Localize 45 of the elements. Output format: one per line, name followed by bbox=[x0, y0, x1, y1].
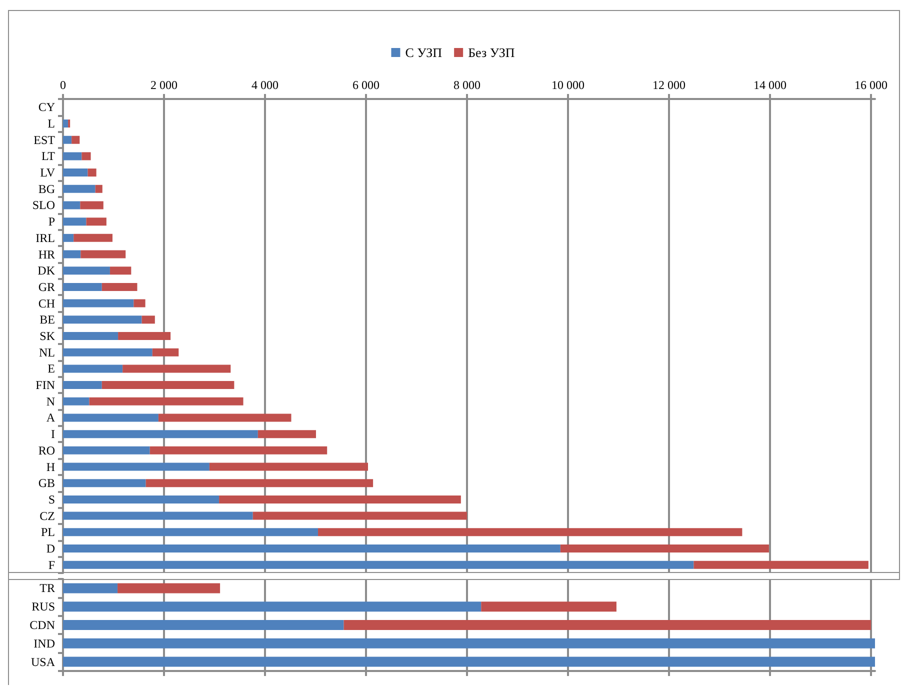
x-tick-label: 6 000 bbox=[352, 78, 380, 92]
y-tick-label: NL bbox=[39, 345, 55, 360]
y-tick-label: IRL bbox=[36, 230, 55, 245]
y-tick-label: IND bbox=[34, 636, 56, 650]
y-tick-label: LT bbox=[41, 149, 56, 164]
y-tick-label: N bbox=[46, 394, 56, 408]
y-tick-label: BE bbox=[40, 312, 55, 327]
y-tick-label: D bbox=[46, 541, 56, 556]
x-tick-label: 12 000 bbox=[652, 78, 686, 92]
x-tick-label: 10 000 bbox=[551, 78, 584, 92]
y-tick-label: CH bbox=[38, 296, 56, 310]
x-tick-label: 2 000 bbox=[150, 78, 178, 92]
y-tick-label: S bbox=[48, 492, 55, 506]
x-tick-label: 8 000 bbox=[453, 78, 480, 92]
y-tick-label: F bbox=[48, 558, 56, 572]
y-tick-label: RO bbox=[38, 443, 56, 458]
x-tick-label: 14 000 bbox=[753, 78, 786, 92]
y-tick-label: CDN bbox=[30, 618, 56, 632]
y-tick-label: GR bbox=[38, 280, 55, 294]
y-tick-label: TR bbox=[40, 581, 55, 596]
y-tick-label: DK bbox=[38, 264, 56, 278]
y-tick-label: SLO bbox=[32, 198, 56, 212]
y-tick-label: RUS bbox=[32, 600, 55, 614]
y-tick-label: HR bbox=[38, 247, 55, 262]
y-tick-label: L bbox=[48, 116, 55, 131]
y-tick-label: LV bbox=[40, 166, 56, 180]
y-tick-label: EST bbox=[34, 132, 56, 147]
x-tick-label: 0 bbox=[60, 78, 66, 92]
y-tick-label: CZ bbox=[40, 508, 55, 523]
y-tick-label: A bbox=[46, 410, 56, 425]
x-tick-label: 4 000 bbox=[251, 78, 278, 92]
y-tick-label: BG bbox=[38, 182, 56, 196]
x-tick-label: 16 000 bbox=[854, 78, 888, 92]
y-tick-label: FIN bbox=[36, 378, 56, 392]
y-tick-label: GB bbox=[38, 476, 55, 490]
y-tick-label: PL bbox=[40, 525, 55, 540]
y-tick-label: P bbox=[48, 214, 56, 229]
y-tick-label: CY bbox=[38, 100, 56, 114]
legend-label: С УЗП bbox=[405, 45, 442, 60]
y-tick-label: E bbox=[48, 362, 55, 376]
y-tick-label: H bbox=[46, 460, 56, 474]
y-tick-label: SK bbox=[40, 329, 56, 343]
legend-label: Без УЗП bbox=[468, 45, 515, 60]
y-tick-label: I bbox=[51, 427, 55, 442]
y-tick-label: USA bbox=[30, 654, 56, 669]
